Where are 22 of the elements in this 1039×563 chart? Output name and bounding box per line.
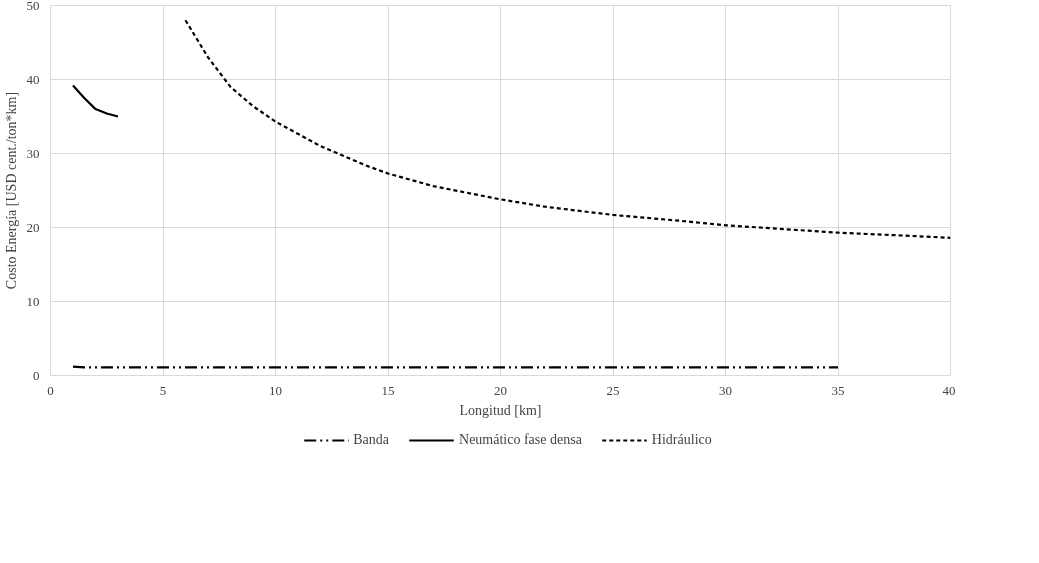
y-tick-label: 20 bbox=[26, 219, 40, 235]
x-tick-label: 25 bbox=[606, 382, 620, 398]
x-axis-title: Longitud [km] bbox=[459, 402, 542, 418]
y-axis-title: Costo Energía [USD cent./ton*km] bbox=[3, 91, 19, 290]
x-tick-label: 20 bbox=[494, 382, 507, 398]
x-tick-label: 40 bbox=[942, 382, 956, 398]
legend-label: Neumático fase densa bbox=[459, 432, 582, 448]
x-tick-label: 10 bbox=[269, 382, 282, 398]
y-tick-label: 30 bbox=[26, 145, 40, 161]
line-series bbox=[184, 19, 951, 239]
y-tick-label: 10 bbox=[26, 293, 40, 309]
x-tick-label: 5 bbox=[159, 382, 167, 398]
y-tick-label: 50 bbox=[26, 0, 40, 13]
line-series bbox=[71, 84, 120, 118]
x-tick-label: 0 bbox=[47, 382, 54, 398]
y-tick-label: 0 bbox=[33, 367, 40, 383]
x-tick-label: 35 bbox=[831, 382, 845, 398]
x-tick-label: 15 bbox=[381, 382, 395, 398]
y-tick-label: 40 bbox=[26, 71, 40, 87]
legend-label: Banda bbox=[353, 432, 390, 448]
legend-label: Hidráulico bbox=[651, 432, 712, 448]
x-tick-label: 30 bbox=[719, 382, 732, 398]
